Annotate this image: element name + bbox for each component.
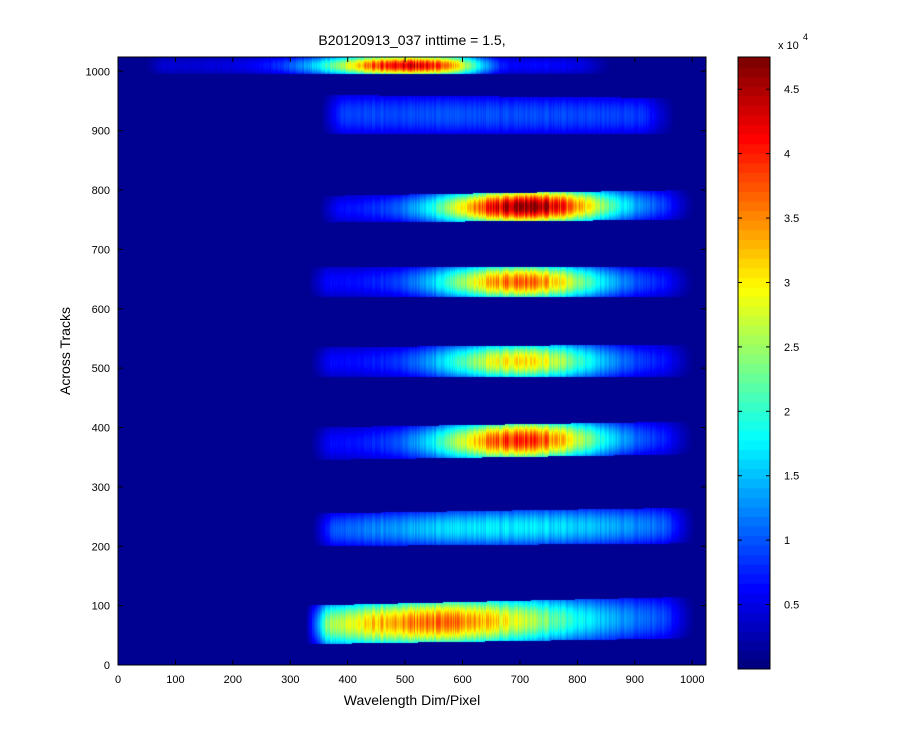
chart-title: B20120913_037 inttime = 1.5, (318, 32, 505, 48)
y-tick-label: 600 (92, 304, 110, 316)
x-tick-label: 0 (115, 674, 121, 686)
heatmap-image (118, 57, 706, 665)
colorbar-tick-label: 2 (784, 406, 790, 418)
colorbar-tick-label: 3 (784, 277, 790, 289)
x-tick-label: 100 (166, 674, 184, 686)
y-tick-label: 0 (104, 660, 110, 672)
x-axis: 0 100 200 300 400 500 600 700 800 900 1000 (115, 57, 704, 686)
y-tick-label: 200 (92, 541, 110, 553)
y-tick-label: 100 (92, 601, 110, 613)
colorbar-exponent-power: 4 (803, 32, 808, 42)
colorbar-tick-label: 1.5 (784, 471, 799, 483)
x-tick-label: 800 (568, 674, 586, 686)
colorbar-tick-label: 0.5 (784, 600, 799, 612)
heatmap-plot-area (117, 56, 707, 666)
y-tick-label: 700 (92, 244, 110, 256)
colorbar-tick-label: 3.5 (784, 213, 799, 225)
y-tick-label: 1000 (86, 66, 110, 78)
x-tick-label: 700 (511, 674, 529, 686)
x-tick-label: 500 (396, 674, 414, 686)
y-tick-label: 300 (92, 482, 110, 494)
x-tick-label: 1000 (680, 674, 704, 686)
x-tick-label: 600 (453, 674, 471, 686)
x-tick-label: 200 (224, 674, 242, 686)
x-tick-label: 400 (339, 674, 357, 686)
colorbar-frame (737, 56, 771, 670)
y-tick-label: 800 (92, 185, 110, 197)
y-tick-label: 900 (92, 126, 110, 138)
y-tick-label: 500 (92, 363, 110, 375)
colorbar-gradient (738, 57, 770, 669)
x-tick-label: 300 (281, 674, 299, 686)
x-tick-label: 900 (626, 674, 644, 686)
colorbar-ticks: 0.5 1 1.5 2 2.5 3 3.5 4 4.5 (738, 84, 799, 612)
colorbar-tick-label: 4 (784, 149, 790, 161)
y-axis-label: Across Tracks (57, 307, 73, 395)
colorbar-exponent-label: x 10 (778, 40, 799, 52)
colorbar-tick-label: 4.5 (784, 84, 799, 96)
plot-frame (117, 56, 707, 666)
colorbar: 0.5 1 1.5 2 2.5 3 3.5 4 4.5 x 10 4 (737, 32, 808, 670)
y-tick-label: 400 (92, 423, 110, 435)
colorbar-tick-label: 2.5 (784, 342, 799, 354)
x-axis-label: Wavelength Dim/Pixel (344, 692, 480, 708)
colorbar-tick-label: 1 (784, 535, 790, 547)
y-axis: 0 100 200 300 400 500 600 700 800 900 1000 (86, 66, 706, 672)
